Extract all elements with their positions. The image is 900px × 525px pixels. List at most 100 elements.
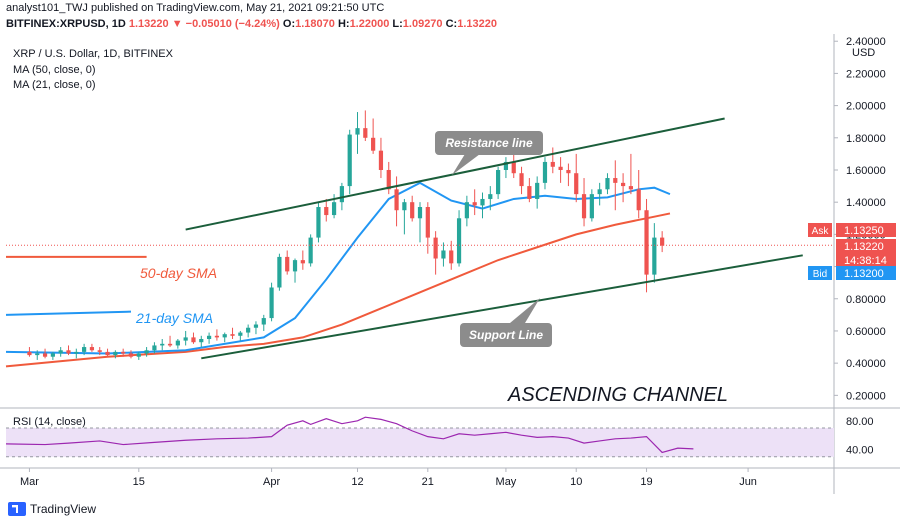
candle-body bbox=[253, 324, 259, 328]
time-tick-label: 21 bbox=[422, 476, 434, 488]
ma21-legend[interactable]: MA (21, close, 0) bbox=[13, 79, 96, 91]
candle-body bbox=[480, 198, 485, 206]
candle-body bbox=[316, 207, 321, 238]
candle-body bbox=[628, 186, 634, 190]
resistance-callout-text: Resistance line bbox=[445, 136, 533, 150]
sma50-line bbox=[5, 212, 671, 368]
footer: TradingView bbox=[0, 494, 900, 525]
candle-body bbox=[105, 351, 110, 356]
candle-body bbox=[519, 173, 524, 187]
candle-body bbox=[605, 178, 610, 190]
candle-body bbox=[410, 202, 415, 219]
rsi-tick-label: 40.00 bbox=[846, 445, 874, 457]
candle-body bbox=[394, 189, 399, 211]
candle-body bbox=[550, 161, 555, 167]
candle-body bbox=[183, 337, 188, 341]
candle-body bbox=[339, 186, 344, 203]
price-tick-label: 2.00000 bbox=[846, 101, 886, 113]
candle-body bbox=[222, 334, 227, 338]
candle-body bbox=[89, 347, 95, 351]
price-label-tag bbox=[808, 223, 832, 237]
candle-body bbox=[449, 250, 454, 264]
candle-body bbox=[277, 256, 282, 288]
open-label: O: bbox=[282, 18, 296, 30]
sma21-line bbox=[5, 181, 671, 355]
time-tick-label: 10 bbox=[570, 476, 582, 488]
candle-body bbox=[74, 351, 79, 354]
price-label-value: 1.13200 bbox=[844, 268, 884, 280]
candle-body bbox=[324, 207, 329, 216]
candle-body bbox=[308, 237, 313, 264]
candle-body bbox=[82, 347, 87, 352]
candle-body bbox=[269, 287, 274, 319]
candle-body bbox=[206, 335, 212, 340]
price-label-box bbox=[836, 253, 896, 267]
price-chart[interactable]: 2.40000 2.20000 2.00000 1.80000 1.60000 1.400… bbox=[0, 0, 900, 494]
candle-body bbox=[488, 194, 493, 199]
price-tick-label: 0.80000 bbox=[846, 294, 886, 306]
candle-body bbox=[199, 339, 204, 343]
candle-body bbox=[425, 207, 430, 238]
candle-body bbox=[511, 161, 516, 174]
time-tick-label: Mar bbox=[20, 476, 39, 488]
candle-body bbox=[636, 189, 641, 211]
candle-body bbox=[35, 353, 40, 356]
price-label-box bbox=[836, 266, 896, 280]
candle-body bbox=[589, 194, 594, 219]
sma21-stub bbox=[5, 310, 132, 316]
price-tick-label: 1.60000 bbox=[846, 165, 886, 177]
candle-body bbox=[113, 351, 118, 356]
candle-body bbox=[503, 161, 509, 170]
price-tick-label: 0.60000 bbox=[846, 326, 886, 338]
candle-body bbox=[535, 182, 540, 199]
candle-body bbox=[246, 327, 251, 333]
candle-body bbox=[542, 161, 548, 183]
channel-upper-line bbox=[185, 117, 725, 231]
sma50-annotation: 50-day SMA bbox=[140, 265, 217, 281]
candle-body bbox=[402, 202, 407, 211]
candle-body bbox=[581, 194, 587, 219]
rsi-band bbox=[6, 428, 834, 457]
price-label-value: 14:38:14 bbox=[844, 255, 887, 267]
brand-name: TradingView bbox=[30, 502, 97, 516]
candle-body bbox=[238, 332, 243, 336]
time-tick-label: 15 bbox=[133, 476, 145, 488]
candle-body bbox=[456, 218, 462, 264]
support-callout-text: Support Line bbox=[469, 328, 543, 342]
rsi-legend[interactable]: RSI (14, close) bbox=[13, 416, 86, 428]
price-label-name: Bid bbox=[813, 269, 827, 280]
chart-title: XRP / U.S. Dollar, 1D, BITFINEX bbox=[13, 48, 173, 60]
price-tick-label: 2.20000 bbox=[846, 68, 886, 80]
price-tick-label: 1.80000 bbox=[846, 133, 886, 145]
candle-body bbox=[97, 350, 102, 352]
time-tick-label: Apr bbox=[263, 476, 280, 488]
support-callout-box bbox=[460, 323, 552, 347]
sma21-annotation: 21-day SMA bbox=[135, 310, 213, 326]
candle-body bbox=[496, 169, 501, 195]
candle-body bbox=[574, 173, 579, 195]
price-tick-label: 0.20000 bbox=[846, 390, 886, 402]
candle-body bbox=[136, 353, 141, 357]
price-label-name: Ask bbox=[812, 226, 830, 237]
price-tick-label: 1.40000 bbox=[846, 197, 886, 209]
candle-body bbox=[191, 337, 196, 343]
candle-body bbox=[175, 340, 180, 346]
candle-body bbox=[292, 260, 298, 272]
price-tick-label: 0.40000 bbox=[846, 358, 886, 370]
support-callout-pointer bbox=[510, 298, 540, 323]
candle-body bbox=[597, 189, 602, 195]
low-label: L: bbox=[392, 18, 403, 30]
candle-body bbox=[566, 169, 571, 174]
time-tick-label: Jun bbox=[739, 476, 757, 488]
price-label-value: 1.13250 bbox=[844, 225, 884, 237]
candle-body bbox=[363, 128, 368, 138]
candle-body bbox=[660, 237, 665, 246]
tradingview-logo[interactable]: TradingView bbox=[8, 502, 96, 516]
ma50-legend[interactable]: MA (50, close, 0) bbox=[13, 64, 96, 76]
high-value: 1.22000 bbox=[349, 18, 390, 30]
candle-body bbox=[42, 353, 48, 357]
close-value: 1.13220 bbox=[457, 18, 497, 30]
tradingview-logo-icon bbox=[8, 502, 26, 516]
candle-body bbox=[160, 343, 165, 346]
candle-body bbox=[378, 150, 384, 170]
